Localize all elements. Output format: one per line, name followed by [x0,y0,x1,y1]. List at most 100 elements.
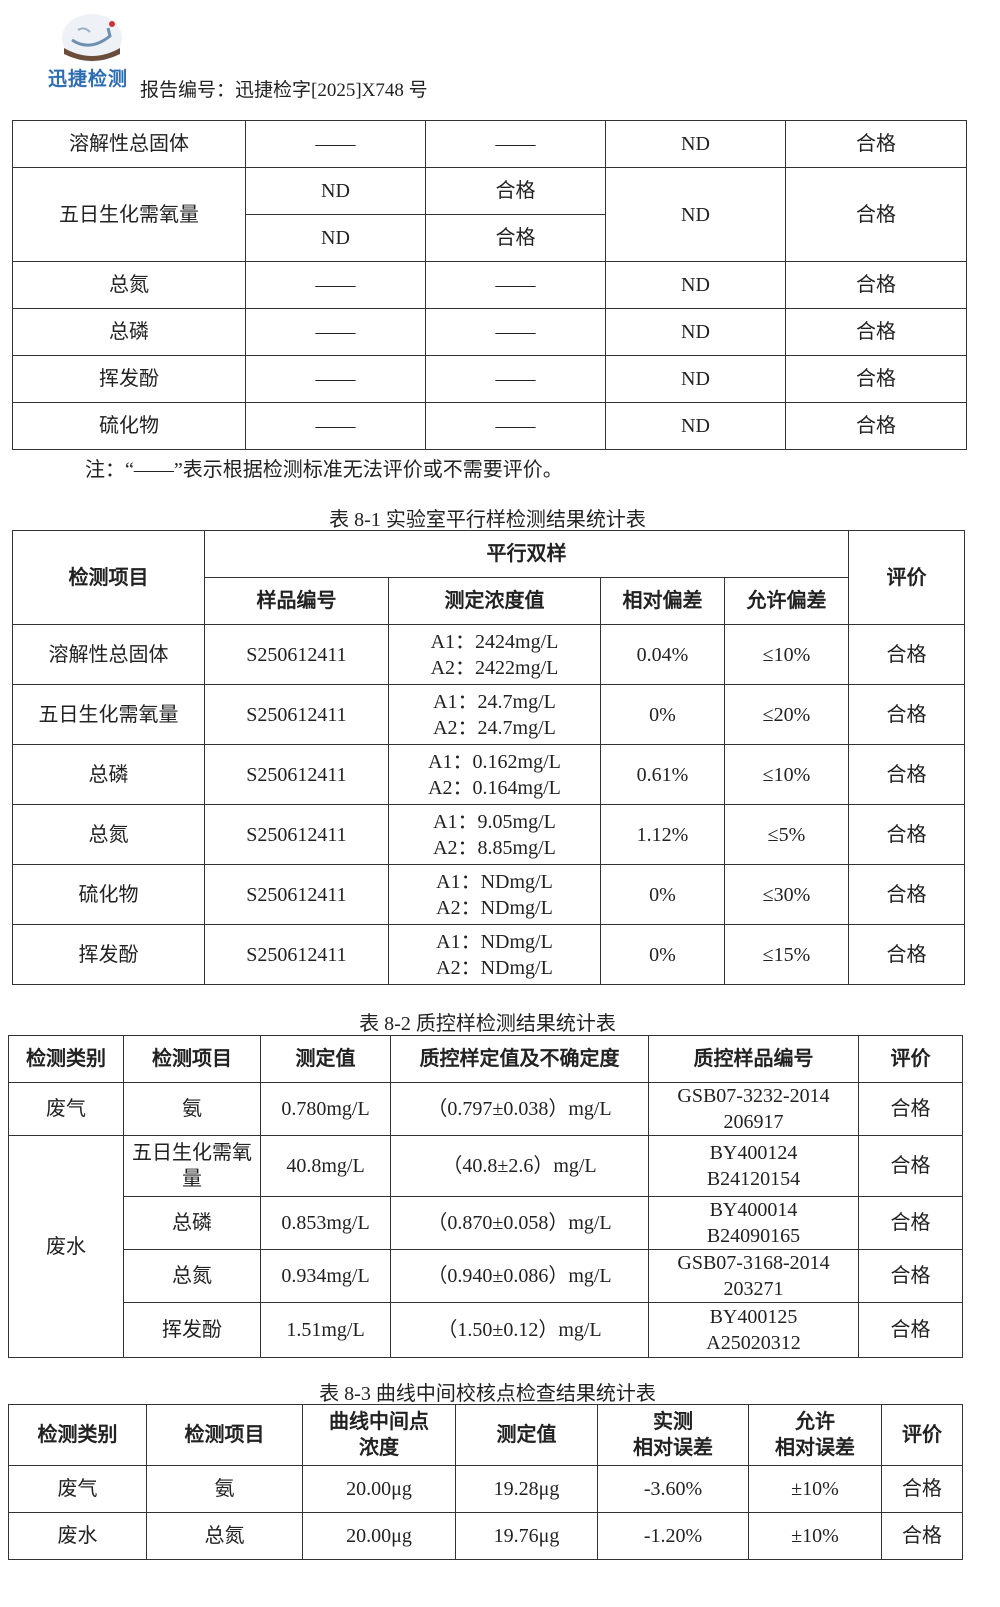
value-cell: 0.934mg/L [260,1249,391,1303]
value-cell: 0.780mg/L [260,1082,391,1136]
table-row: 废气氨 20.00μg 19.28μg -3.60% ±10% 合格 [8,1465,963,1513]
header-text: 允许 [795,1411,835,1433]
evaluation-cell: 合格 [858,1082,963,1136]
table-row: 总氮 0.934mg/L （0.940±0.086）mg/L GSB07-3168-2… [9,1249,963,1303]
header-allow: 允许 相对误差 [748,1404,882,1466]
table-note: 注：“——”表示根据检测标准无法评价或不需要评价。 [85,459,563,481]
category-cell: 废气 [8,1082,124,1136]
eval-cell: 合格 [881,1465,963,1513]
eval-cell: 合格 [881,1512,963,1560]
table-row: 硫化物 S250612411 A1：NDmg/L A2：NDmg/L 0% ≤30% 合格 [12,864,965,925]
item-cell: 氨 [123,1082,261,1136]
table-row: 总磷 0.853mg/L （0.870±0.058）mg/L BY400014 B240… [9,1196,963,1250]
header-eval: 评价 [881,1404,963,1466]
cell: 合格 [425,214,606,262]
item-cell: 硫化物 [12,402,246,450]
evaluation-cell: 合格 [858,1135,963,1197]
cell: ND [605,402,786,450]
cell-line: A2：2422mg/L [430,656,559,679]
table-row: 五日生化需氧量 ND 合格 ND 合格 [12,167,967,262]
cell: —— [245,308,426,356]
header-cell: 测定值 [260,1035,391,1083]
evaluation-cell: 合格 [858,1249,963,1303]
header-text: 曲线中间点 [329,1411,429,1433]
cell-line: A1：0.162mg/L [428,750,561,773]
relative-deviation-cell: 0% [600,684,725,745]
table-row: 五日生化需氧量 S250612411 A1：24.7mg/L A2：24.7mg/L 0… [12,684,965,745]
cell-line: A1：NDmg/L [436,930,553,953]
header-text: 实测 [653,1411,693,1433]
cell: —— [425,120,606,168]
item-cell: 总磷 [123,1196,261,1250]
table-row: 挥发酚 1.51mg/L （1.50±0.12）mg/L BY400125 A25020… [9,1302,963,1358]
table-row: 总氮 —— —— ND 合格 [12,261,967,309]
sample-id-cell: S250612411 [204,624,389,685]
item-cell: 挥发酚 [123,1302,261,1358]
item-cell: 挥发酚 [12,355,246,403]
item-cell: 挥发酚 [12,924,205,985]
header-cell: 质控样定值及不确定度 [390,1035,649,1083]
cell-line: B24120154 [706,1168,801,1190]
cell-line: A2：NDmg/L [436,896,553,919]
cell: 合格 [425,167,606,215]
table-8-1-caption: 表 8-1 实验室平行样检测结果统计表 [329,509,646,531]
item-cell: 氨 [146,1465,303,1513]
relative-deviation-cell: 0.61% [600,744,725,805]
value-cell: 19.28μg [455,1465,598,1513]
evaluation-cell: 合格 [848,864,965,925]
cell-line: BY400014 [709,1199,798,1221]
table-row: 挥发酚 —— —— ND 合格 [12,355,967,403]
allow-cell: ±10% [748,1512,882,1560]
header-value: 测定值 [455,1404,598,1466]
table-row: 总氮 S250612411 A1：9.05mg/L A2：8.85mg/L 1.12% ≤… [12,804,965,865]
concentration-cell: A1：9.05mg/L A2：8.85mg/L [388,804,601,865]
table-row: 废气氨 0.780mg/L （0.797±0.038）mg/L GSB07-3232-… [8,1082,963,1136]
item-cell: 五日生化需氧量 [12,167,246,262]
cell: —— [425,308,606,356]
item-cell: 硫化物 [12,864,205,925]
cell-line: A1：2424mg/L [430,630,559,653]
logo-emblem-icon [62,14,122,62]
value-cell: 0.853mg/L [260,1196,391,1250]
cat-cell: 废气 [8,1465,147,1513]
table-row: 溶解性总固体 —— —— ND 合格 [12,120,967,168]
allow-cell: ±10% [748,1465,882,1513]
sample-id-cell: S250612411 [204,804,389,865]
reference-cell: （0.870±0.058）mg/L [390,1196,649,1250]
cell: ND [605,167,786,262]
qc-sample-id-cell: BY400014 B24090165 [648,1196,859,1250]
allowed-deviation-cell: ≤10% [724,744,849,805]
concentration-cell: A1：NDmg/L A2：NDmg/L [388,924,601,985]
mid-cell: 20.00μg [302,1512,456,1560]
reference-cell: （1.50±0.12）mg/L [390,1302,649,1358]
header-conc: 测定浓度值 [388,577,601,625]
header-row: 检测类别 检测项目 曲线中间点 浓度 测定值 实测 相对误差 允许 相对误差 评价 [8,1404,963,1466]
reference-cell: （40.8±2.6）mg/L [390,1135,649,1197]
allowed-deviation-cell: ≤5% [724,804,849,865]
item-cell: 总氮 [123,1249,261,1303]
header-sample: 样品编号 [204,577,389,625]
concentration-cell: A1：24.7mg/L A2：24.7mg/L [388,684,601,745]
cell: 合格 [785,120,967,168]
cell-line: A1：NDmg/L [436,870,553,893]
header-mid: 曲线中间点 浓度 [302,1404,456,1466]
item-cell: 总氮 [12,261,246,309]
header-rel: 相对偏差 [600,577,725,625]
table-8-3-caption: 表 8-3 曲线中间校核点检查结果统计表 [319,1383,656,1405]
cell: —— [425,355,606,403]
table-row: 挥发酚 S250612411 A1：NDmg/L A2：NDmg/L 0% ≤15% 合格 [12,924,965,985]
cell: ND [605,355,786,403]
cell: 合格 [785,167,967,262]
cell: 合格 [785,308,967,356]
act-cell: -1.20% [597,1512,749,1560]
cell: 合格 [785,402,967,450]
item-cell: 总氮 [146,1512,303,1560]
item-cell: 总磷 [12,308,246,356]
table-row: 硫化物 —— —— ND 合格 [12,402,967,450]
table-row: 溶解性总固体 S250612411 A1：2424mg/L A2：2422mg/L 0.… [12,624,965,685]
value-cell: 40.8mg/L [260,1135,391,1197]
item-cell: 五日生化需氧量 [12,684,205,745]
header-row: 检测类别 检测项目 测定值 质控样定值及不确定度 质控样品编号 评价 [8,1035,963,1083]
cell-line: A1：24.7mg/L [433,690,556,713]
allowed-deviation-cell: ≤15% [724,924,849,985]
